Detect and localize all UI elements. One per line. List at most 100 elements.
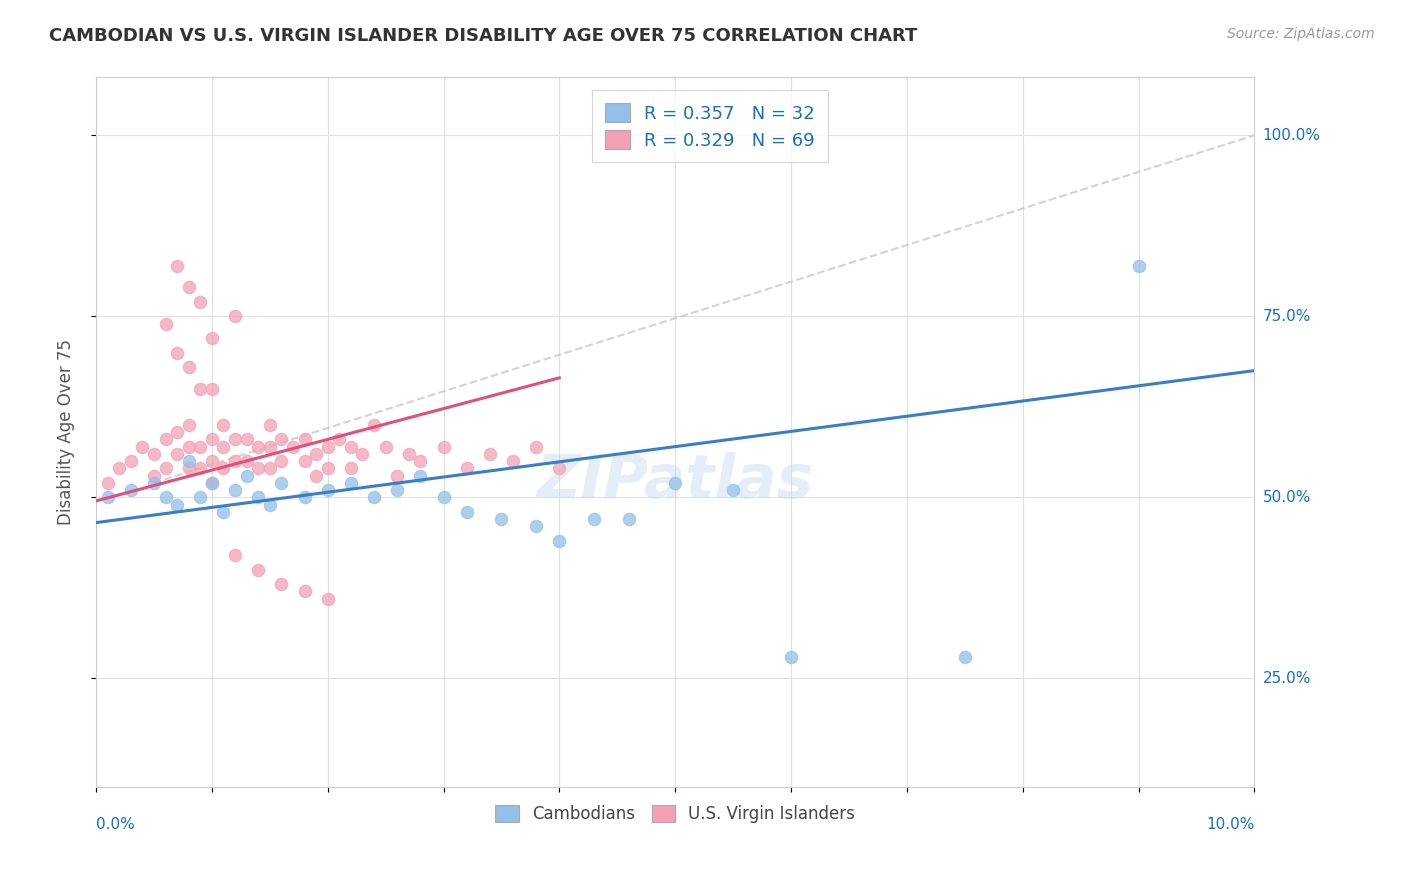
Point [247, 440, 270, 454]
Point [259, 461, 281, 475]
Point [721, 483, 744, 497]
Point [340, 440, 363, 454]
Point [294, 491, 316, 505]
Point [224, 548, 246, 562]
Point [235, 468, 257, 483]
Point [142, 475, 165, 490]
Point [409, 454, 432, 468]
Point [340, 461, 363, 475]
Point [305, 447, 328, 461]
Text: 10.0%: 10.0% [1206, 817, 1254, 832]
Point [524, 519, 547, 533]
Point [363, 491, 385, 505]
Point [166, 259, 188, 273]
Point [155, 491, 177, 505]
Point [780, 649, 803, 664]
Point [259, 440, 281, 454]
Point [432, 491, 454, 505]
Text: ZIPatlas: ZIPatlas [537, 452, 814, 511]
Point [212, 417, 235, 432]
Point [270, 433, 292, 447]
Point [953, 649, 976, 664]
Point [305, 468, 328, 483]
Text: 50.0%: 50.0% [1263, 490, 1310, 505]
Point [177, 417, 200, 432]
Point [224, 483, 246, 497]
Point [281, 440, 304, 454]
Point [120, 483, 142, 497]
Y-axis label: Disability Age Over 75: Disability Age Over 75 [58, 339, 75, 525]
Point [491, 512, 513, 526]
Point [478, 447, 501, 461]
Point [97, 491, 120, 505]
Point [155, 317, 177, 331]
Point [270, 577, 292, 591]
Point [385, 468, 408, 483]
Point [201, 331, 224, 345]
Point [166, 447, 188, 461]
Point [212, 505, 235, 519]
Point [398, 447, 420, 461]
Point [188, 491, 211, 505]
Point [177, 461, 200, 475]
Point [259, 417, 281, 432]
Point [224, 310, 246, 324]
Point [270, 475, 292, 490]
Point [177, 359, 200, 374]
Point [409, 468, 432, 483]
Point [177, 454, 200, 468]
Point [432, 440, 454, 454]
Point [224, 433, 246, 447]
Point [247, 563, 270, 577]
Point [548, 533, 571, 548]
Point [363, 417, 385, 432]
Text: 25.0%: 25.0% [1263, 671, 1310, 686]
Point [664, 475, 686, 490]
Point [155, 461, 177, 475]
Point [456, 461, 478, 475]
Point [142, 468, 165, 483]
Point [294, 584, 316, 599]
Point [120, 454, 142, 468]
Point [131, 440, 153, 454]
Point [188, 440, 211, 454]
Point [166, 425, 188, 439]
Point [352, 447, 374, 461]
Point [583, 512, 606, 526]
Point [502, 454, 524, 468]
Point [374, 440, 396, 454]
Point [212, 461, 235, 475]
Point [328, 433, 350, 447]
Point [108, 461, 131, 475]
Point [224, 454, 246, 468]
Point [212, 440, 235, 454]
Text: 100.0%: 100.0% [1263, 128, 1320, 143]
Point [316, 483, 339, 497]
Point [340, 475, 363, 490]
Point [166, 345, 188, 359]
Point [316, 591, 339, 606]
Point [201, 454, 224, 468]
Point [201, 382, 224, 396]
Point [166, 498, 188, 512]
Point [548, 461, 571, 475]
Point [188, 461, 211, 475]
Point [142, 447, 165, 461]
Point [294, 433, 316, 447]
Point [188, 382, 211, 396]
Point [259, 498, 281, 512]
Point [524, 440, 547, 454]
Text: Source: ZipAtlas.com: Source: ZipAtlas.com [1227, 27, 1375, 41]
Point [316, 461, 339, 475]
Point [316, 440, 339, 454]
Point [235, 454, 257, 468]
Text: 0.0%: 0.0% [96, 817, 135, 832]
Point [201, 475, 224, 490]
Point [97, 475, 120, 490]
Point [201, 433, 224, 447]
Text: 75.0%: 75.0% [1263, 309, 1310, 324]
Point [155, 433, 177, 447]
Point [617, 512, 640, 526]
Point [247, 491, 270, 505]
Text: CAMBODIAN VS U.S. VIRGIN ISLANDER DISABILITY AGE OVER 75 CORRELATION CHART: CAMBODIAN VS U.S. VIRGIN ISLANDER DISABI… [49, 27, 918, 45]
